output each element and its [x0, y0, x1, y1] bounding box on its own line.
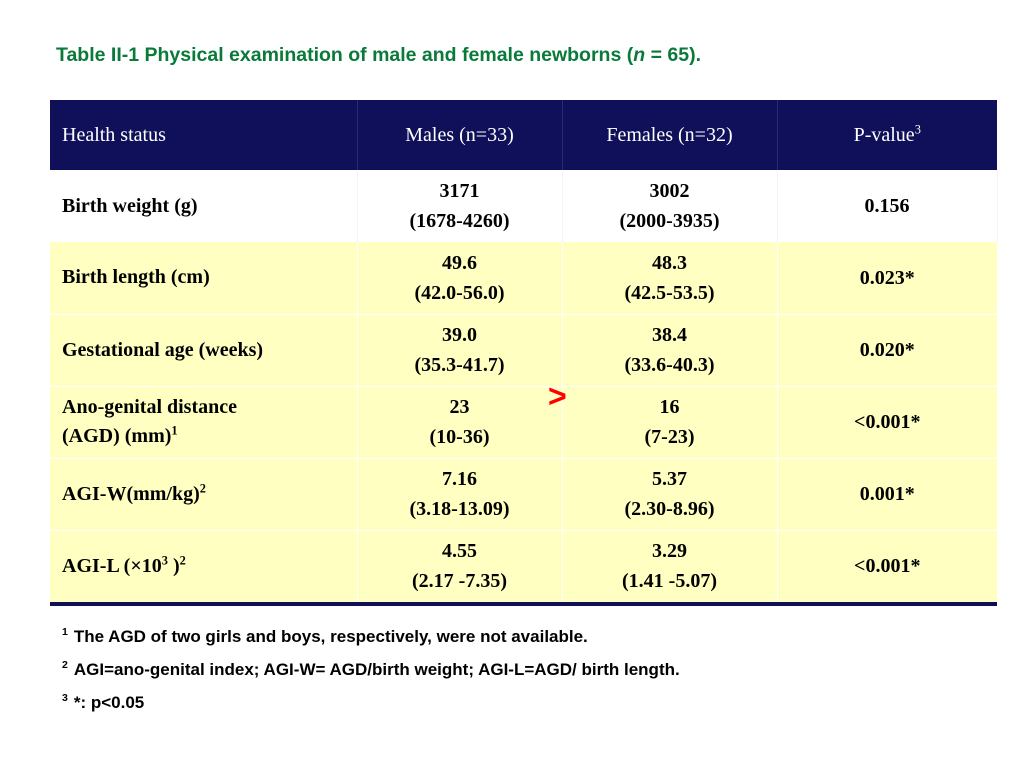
p-value: 0.156 — [777, 170, 998, 242]
females-cell: 48.3 (42.5-53.5) — [562, 242, 778, 314]
header-health-status: Health status — [50, 100, 358, 170]
males-value: 23 — [449, 396, 470, 418]
footnote-marker: 2 — [62, 659, 68, 672]
row-label: Birth weight (g) — [50, 170, 358, 242]
females-value: 5.37 — [652, 468, 687, 490]
females-value: 38.4 — [652, 324, 687, 346]
header-females: Females (n=32) — [562, 100, 778, 170]
males-cell: 23 (10-36) — [357, 385, 563, 458]
males-value: 7.16 — [442, 468, 477, 490]
row-label: AGI-W(mm/kg)2 — [50, 457, 358, 530]
males-cell: 4.55 (2.17 -7.35) — [357, 529, 563, 602]
females-value: 3002 — [649, 180, 690, 202]
females-value: 48.3 — [652, 251, 687, 274]
row-label: AGI-L (×103 )2 — [50, 529, 358, 602]
table-title: Table II-1 Physical examination of male … — [56, 44, 701, 67]
header-males: Males (n=33) — [357, 100, 563, 170]
row-label: Birth length (cm) — [50, 242, 358, 314]
title-n-symbol: n — [633, 44, 646, 66]
examination-table: Health status Males (n=33) Females (n=32… — [50, 100, 998, 602]
males-range: (42.0-56.0) — [414, 281, 505, 304]
males-range: (10-36) — [429, 426, 490, 448]
females-range: (2000-3935) — [619, 210, 720, 232]
p-value: <0.001* — [777, 529, 997, 602]
males-value: 39.0 — [442, 324, 477, 346]
row-label-text: AGI-W(mm/kg) — [62, 482, 200, 505]
header-pvalue-sup: 3 — [914, 121, 921, 136]
table-row-agd: Ano-genital distance (AGD) (mm)1 23 (10-36… — [50, 385, 997, 458]
females-range: (1.41 -5.07) — [622, 570, 717, 593]
p-value: <0.001* — [777, 385, 997, 458]
footnote-text: *: p<0.05 — [73, 693, 145, 712]
females-range: (33.6-40.3) — [624, 354, 715, 376]
males-value: 49.6 — [442, 251, 477, 274]
header-pvalue: P-value3 — [777, 100, 997, 170]
footnote-1: 1 The AGD of two girls and boys, respecti… — [62, 627, 588, 647]
females-range: (42.5-53.5) — [624, 281, 715, 304]
females-cell: 16 (7-23) — [562, 385, 778, 458]
footnote-text: AGI=ano-genital index; AGI-W= AGD/birth … — [73, 660, 680, 679]
footnote-2: 2 AGI=ano-genital index; AGI-W= AGD/birth… — [62, 660, 680, 680]
males-value: 4.55 — [442, 540, 477, 563]
row-label-text: AGI-L (×10 — [62, 554, 162, 577]
header-pvalue-label: P-value — [853, 123, 915, 146]
females-cell: 3.29 (1.41 -5.07) — [562, 529, 778, 602]
p-value: 0.020* — [777, 313, 997, 386]
row-label-tail: ) — [167, 554, 180, 577]
females-value: 16 — [659, 396, 680, 418]
table-row-birth-weight: Birth weight (g) 3171 (1678-4260) 3002 (20… — [50, 170, 998, 242]
row-label: Gestational age (weeks) — [50, 313, 358, 386]
males-range: (1678-4260) — [409, 210, 510, 232]
footnote-3: 3 *: p<0.05 — [62, 693, 144, 713]
p-value: 0.023* — [859, 266, 915, 289]
title-prefix: Table II-1 Physical examination of male … — [56, 44, 634, 66]
table-header-row: Health status Males (n=33) Females (n=32… — [50, 100, 997, 170]
males-value: 3171 — [439, 180, 480, 202]
males-cell: 39.0 (35.3-41.7) — [357, 313, 563, 386]
row-label-sup: 1 — [171, 423, 178, 438]
females-range: (7-23) — [644, 426, 695, 448]
footnote-text: The AGD of two girls and boys, respectiv… — [73, 627, 588, 646]
females-cell: 5.37 (2.30-8.96) — [562, 457, 778, 530]
females-cell: 3002 (2000-3935) — [562, 170, 778, 242]
row-label: Ano-genital distance (AGD) (mm)1 — [50, 385, 358, 458]
males-cell: 7.16 (3.18-13.09) — [357, 457, 563, 530]
females-cell: 38.4 (33.6-40.3) — [562, 313, 778, 386]
males-range: (2.17 -7.35) — [412, 570, 507, 593]
row-label-line2: (AGD) (mm) — [62, 425, 172, 447]
table-bottom-rule — [50, 602, 997, 606]
females-value: 3.29 — [652, 540, 687, 563]
row-label-sup: 3 — [161, 553, 168, 568]
females-range: (2.30-8.96) — [624, 498, 715, 520]
table-row-agi-l: AGI-L (×103 )2 4.55 (2.17 -7.35) 3.29 (1.4… — [50, 529, 997, 602]
males-cell: 3171 (1678-4260) — [357, 170, 563, 242]
males-range: (35.3-41.7) — [414, 354, 505, 376]
row-label-sup2: 2 — [179, 553, 186, 568]
title-suffix: = 65). — [645, 44, 701, 66]
males-cell: 49.6 (42.0-56.0) — [357, 242, 563, 314]
footnote-marker: 1 — [62, 626, 68, 639]
greater-than-symbol: > — [548, 378, 567, 414]
row-label-sup: 2 — [199, 480, 206, 495]
row-label-line1: Ano-genital distance — [62, 396, 237, 418]
footnote-marker: 3 — [62, 692, 68, 705]
males-range: (3.18-13.09) — [409, 498, 510, 520]
table-row-agi-w: AGI-W(mm/kg)2 7.16 (3.18-13.09) 5.37 (2.30… — [50, 457, 997, 530]
p-value: 0.001* — [777, 457, 997, 530]
table-row-birth-length: Birth length (cm) 49.6 (42.0-56.0) 48.3 (4… — [50, 242, 997, 314]
table-row-gestational-age: Gestational age (weeks) 39.0 (35.3-41.7) … — [50, 313, 997, 386]
